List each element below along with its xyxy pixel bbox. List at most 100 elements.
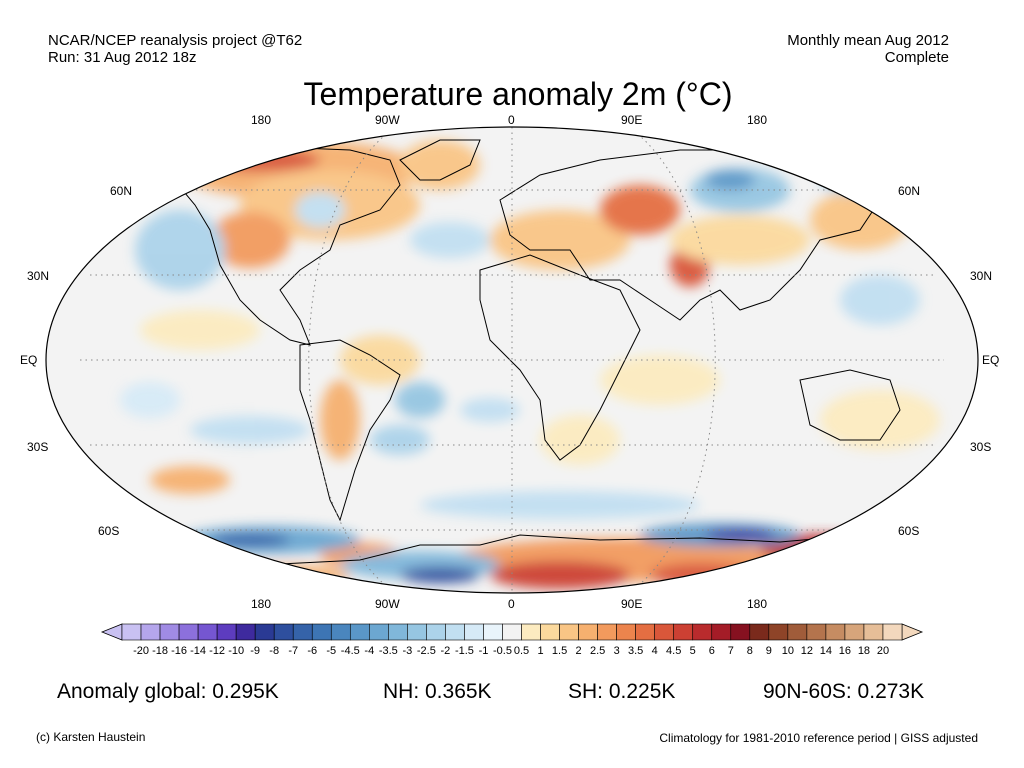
colorbar-tick-label: 6 xyxy=(708,645,715,657)
credit: (c) Karsten Haustein xyxy=(36,730,146,744)
colorbar-swatch xyxy=(216,623,237,641)
colorbar-swatch xyxy=(654,623,675,641)
lon-label-top-5: 180 xyxy=(747,113,768,127)
colorbar-tick-label: -16 xyxy=(171,645,188,657)
colorbar-tick-label: -2.5 xyxy=(416,645,436,657)
graticule xyxy=(80,127,944,593)
lon-label-top-2: 90W xyxy=(375,113,400,127)
colorbar-tick-label: 1 xyxy=(537,645,544,657)
colorbar-tick-label: 3 xyxy=(613,645,620,657)
colorbar-tick-label: -14 xyxy=(190,645,207,657)
colorbar-tick-label: -12 xyxy=(209,645,226,657)
colorbar-arrow-right xyxy=(901,623,924,641)
lat-label-left-eq: EQ xyxy=(20,353,38,367)
lon-label-top-1: 180 xyxy=(251,113,272,127)
colorbar-swatch xyxy=(121,623,142,641)
colorbar-tick-label: -2 xyxy=(440,645,451,657)
run-label: Run: 31 Aug 2012 18z xyxy=(48,49,197,66)
colorbar-tick-label: 7 xyxy=(727,645,734,657)
colorbar-tick-label: 14 xyxy=(819,645,833,657)
colorbar-swatch xyxy=(768,623,789,641)
colorbar-swatch xyxy=(254,623,275,641)
lat-label-right-30n: 30N xyxy=(970,269,993,283)
lat-label-right-60n: 60N xyxy=(898,184,921,198)
anomaly-sh: SH: 0.225K xyxy=(568,680,676,703)
colorbar-tick-label: -10 xyxy=(228,645,245,657)
colorbar-swatch xyxy=(825,623,846,641)
colorbar-tick-label: -3 xyxy=(402,645,413,657)
colorbar-swatch xyxy=(844,623,865,641)
colorbar-tick-label: 12 xyxy=(800,645,813,657)
lon-label-bottom-2: 90W xyxy=(375,597,400,611)
colorbar-swatch xyxy=(464,623,484,641)
lon-label-bottom-4: 90E xyxy=(621,597,643,611)
colorbar-swatch xyxy=(235,623,256,641)
map-field xyxy=(46,127,978,593)
colorbar-tick-label: -8 xyxy=(269,645,280,657)
colorbar-swatch xyxy=(140,623,161,641)
colorbar-swatch xyxy=(197,623,218,641)
anomaly-global: Anomaly global: 0.295K xyxy=(57,680,279,703)
colorbar-tick-label: -9 xyxy=(250,645,261,657)
colorbar-swatch xyxy=(502,623,522,641)
colorbar-tick-label: -6 xyxy=(307,645,318,657)
lat-label-right-eq: EQ xyxy=(982,353,1000,367)
project-label: NCAR/NCEP reanalysis project @T62 xyxy=(48,32,303,49)
status-label: Complete xyxy=(884,49,949,66)
colorbar-tick-label: 18 xyxy=(857,645,871,657)
colorbar-tick-label: -7 xyxy=(288,645,299,657)
colorbar-tick-label: 4.5 xyxy=(666,645,682,657)
colorbar-swatch xyxy=(178,623,199,641)
colorbar-tick-label: -5 xyxy=(326,645,337,657)
colorbar-swatch xyxy=(292,623,313,641)
colorbar-tick-label: -4 xyxy=(364,645,375,657)
colorbar-swatch xyxy=(673,623,694,641)
lat-label-left-30s: 30S xyxy=(27,440,49,454)
lat-label-left-60s: 60S xyxy=(98,524,120,538)
colorbar-swatch xyxy=(806,623,827,641)
colorbar-tick-label: 8 xyxy=(746,645,753,657)
colorbar-tick-label: -1.5 xyxy=(454,645,474,657)
lon-label-bottom-5: 180 xyxy=(747,597,768,611)
lat-label-right-60s: 60S xyxy=(898,524,920,538)
colorbar-swatch xyxy=(749,623,770,641)
colorbar-swatch xyxy=(407,623,427,641)
colorbar-swatch xyxy=(578,623,598,641)
lon-label-top-4: 90E xyxy=(621,113,643,127)
colorbar-tick-label: -0.5 xyxy=(493,645,512,657)
colorbar-tick-label: 9 xyxy=(765,645,772,657)
colorbar-tick-label: -20 xyxy=(133,645,149,657)
colorbar-swatch xyxy=(273,623,294,641)
colorbar-swatch xyxy=(863,623,884,641)
colorbar-tick-label: 0.5 xyxy=(513,645,530,657)
colorbar-swatch xyxy=(692,623,713,641)
colorbar-swatch xyxy=(635,623,655,641)
colorbar-swatch xyxy=(540,623,560,641)
colorbar-swatch xyxy=(521,623,541,641)
colorbar-tick-label: 20 xyxy=(876,645,890,657)
colorbar-swatch xyxy=(349,623,370,641)
map-title: Temperature anomaly 2m (°C) xyxy=(303,76,733,112)
colorbar-tick-label: 2.5 xyxy=(589,645,606,657)
colorbar-swatch xyxy=(159,623,180,641)
colorbar-swatch xyxy=(369,623,389,641)
colorbar-tick-label: -3.5 xyxy=(378,645,398,657)
colorbar xyxy=(100,623,924,641)
lon-label-top-3: 0 xyxy=(508,113,515,127)
colorbar-arrow-left xyxy=(100,623,123,641)
lon-label-bottom-1: 180 xyxy=(251,597,272,611)
colorbar-swatch xyxy=(388,623,408,641)
colorbar-swatch xyxy=(730,623,751,641)
lat-label-left-30n: 30N xyxy=(27,269,50,283)
colorbar-tick-label: 10 xyxy=(781,645,794,657)
colorbar-tick-label: 5 xyxy=(689,645,696,657)
anomaly-nh: NH: 0.365K xyxy=(383,680,492,703)
colorbar-swatch xyxy=(711,623,732,641)
colorbar-swatch xyxy=(616,623,636,641)
lat-label-left-60n: 60N xyxy=(110,184,133,198)
colorbar-tick-label: 1.5 xyxy=(551,645,568,657)
colorbar-tick-label: -18 xyxy=(152,645,168,657)
lat-label-right-30s: 30S xyxy=(970,440,992,454)
colorbar-tick-label: -4.5 xyxy=(340,645,360,657)
